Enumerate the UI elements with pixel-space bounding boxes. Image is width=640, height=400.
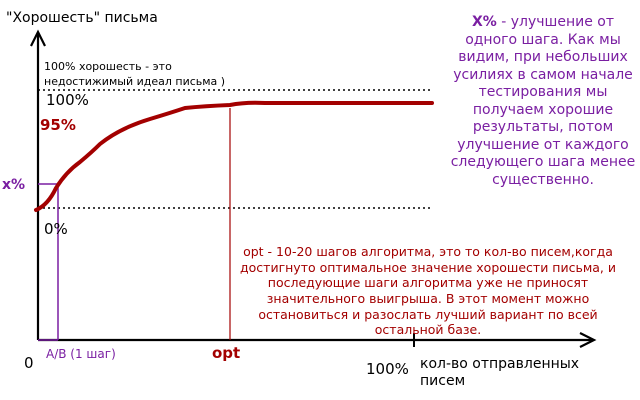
x-improvement-note: X% - улучшение от одного шага. Как мы ви… — [448, 14, 638, 189]
opt-note: opt - 10-20 шагов алгоритма, это то кол-… — [240, 244, 616, 338]
improvement-curve — [34, 100, 434, 212]
label-ab-step: A/B (1 шаг) — [46, 347, 116, 361]
label-origin: 0 — [24, 354, 34, 372]
ideal-note: 100% хорошесть - это недостижимый идеал … — [44, 60, 226, 88]
label-100-bottom: 100% — [366, 360, 409, 378]
x-axis-label-line2: писем — [420, 373, 465, 389]
label-x-percent: x% — [2, 177, 25, 193]
x-axis-arrow-icon — [579, 332, 597, 348]
y-axis-label: "Хорошесть" письма — [6, 10, 158, 26]
y-axis-arrow-icon — [30, 29, 46, 47]
x-note-text: - улучшение от одного шага. Как мы видим… — [450, 14, 636, 188]
label-0-percent: 0% — [44, 220, 68, 238]
x-note-keyword: X% — [471, 14, 497, 30]
label-opt: opt — [212, 344, 240, 362]
x-axis-label-line1: кол-во отправленных — [420, 356, 579, 372]
label-95: 95% — [40, 116, 76, 134]
label-100-top: 100% — [46, 91, 89, 109]
